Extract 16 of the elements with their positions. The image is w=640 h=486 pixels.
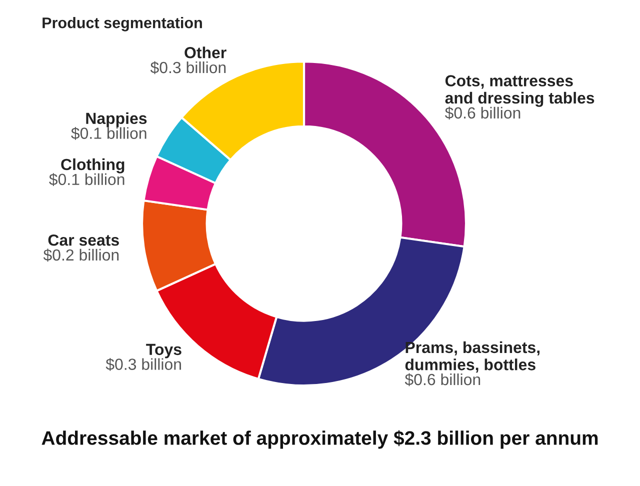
data-label: $0.1 billion — [71, 126, 146, 140]
slice-label: Car seats — [48, 234, 119, 246]
data-label: $0.1 billion — [49, 173, 124, 186]
slice-label: Other — [184, 46, 226, 58]
chart-title: Product segmentation — [42, 17, 202, 32]
data-label: $0.2 billion — [43, 248, 119, 262]
slice-label: Nappies — [86, 112, 147, 128]
text: Addressable market of approximately $2.3 billion per annum — [42, 430, 598, 449]
slice-label: Clothing — [61, 158, 124, 174]
slice-label: Toys — [146, 344, 182, 358]
slice-label: Prams, bassinets, dummies, bottles — [405, 341, 540, 373]
data-label: $0.6 billion — [404, 373, 480, 386]
slice-label: Cots, mattresses and dressing tables — [445, 75, 594, 107]
data-label: $0.3 billion — [150, 61, 226, 74]
data-label: $0.3 billion — [106, 358, 181, 371]
data-label: $0.6 billion — [444, 106, 520, 120]
